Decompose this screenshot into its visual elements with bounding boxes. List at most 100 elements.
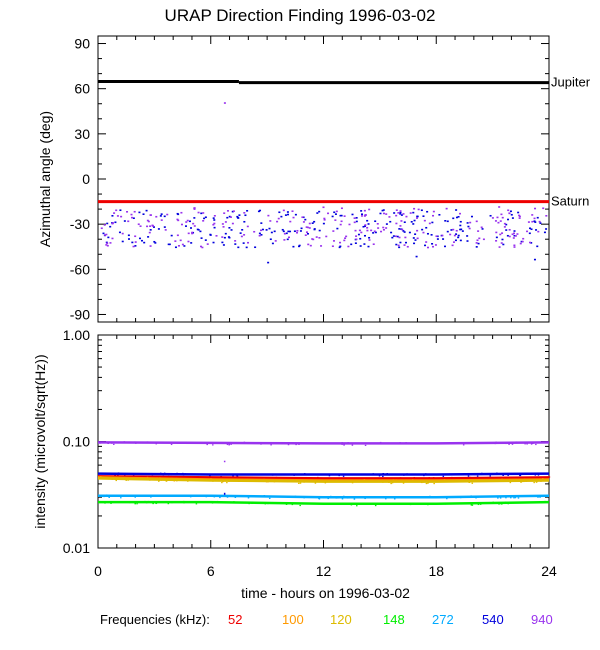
scatter-point-540 xyxy=(530,228,533,231)
scatter-point-540 xyxy=(489,214,492,217)
intensity-point-52 xyxy=(524,476,526,478)
intensity-point-540 xyxy=(328,475,331,477)
scatter-point-940 xyxy=(226,210,229,212)
intensity-point-120 xyxy=(115,479,117,482)
scatter-point-540 xyxy=(302,216,305,219)
intensity-point-940 xyxy=(364,444,367,446)
intensity-point-148 xyxy=(145,502,148,504)
intensity-point-148 xyxy=(248,502,250,505)
scatter-point-540 xyxy=(513,230,516,232)
intensity-point-540 xyxy=(502,474,504,476)
scatter-point-540 xyxy=(457,236,460,239)
intensity-point-540 xyxy=(413,473,416,476)
scatter-point-940 xyxy=(213,222,216,225)
intensity-point-52 xyxy=(352,478,354,480)
intensity-point-120 xyxy=(212,480,214,482)
intensity-point-940 xyxy=(243,441,246,443)
scatter-point-940 xyxy=(304,234,307,237)
intensity-point-120 xyxy=(324,482,327,484)
intensity-point-148 xyxy=(470,503,472,505)
scatter-point-940 xyxy=(366,229,369,232)
scatter-point-940 xyxy=(451,244,454,247)
scatter-point-540 xyxy=(359,237,362,240)
scatter-point-940 xyxy=(512,237,515,239)
intensity-point-52 xyxy=(482,477,485,479)
scatter-point-540 xyxy=(230,229,233,231)
intensity-point-940 xyxy=(260,443,262,445)
intensity-point-52 xyxy=(469,476,472,479)
scatter-point-940 xyxy=(109,242,112,244)
intensity-point-940 xyxy=(503,442,505,444)
scatter-point-540 xyxy=(131,241,134,244)
jupiter-label: Jupiter xyxy=(551,75,591,90)
y-tick-label: -30 xyxy=(70,216,90,232)
scatter-point-940 xyxy=(197,211,200,214)
scatter-point-540 xyxy=(536,216,539,219)
y-axis-label: intensity (microvolt/sqrt(Hz)) xyxy=(32,354,48,528)
scatter-point-940 xyxy=(498,206,501,208)
intensity-point-540 xyxy=(541,473,544,475)
scatter-point-540 xyxy=(213,219,216,221)
scatter-point-940 xyxy=(339,223,342,226)
intensity-point-120 xyxy=(125,479,127,481)
intensity-point-940 xyxy=(315,443,317,445)
intensity-point-52 xyxy=(448,477,450,479)
scatter-point-940 xyxy=(305,231,308,233)
scatter-point-940 xyxy=(475,242,478,244)
intensity-point-940 xyxy=(511,443,514,445)
intensity-point-940 xyxy=(128,441,131,443)
intensity-point-940 xyxy=(228,444,230,446)
scatter-point-940 xyxy=(325,235,328,238)
intensity-point-940 xyxy=(379,441,382,444)
intensity-point-540 xyxy=(232,475,234,477)
intensity-point-540 xyxy=(303,473,306,475)
scatter-point-940 xyxy=(312,238,315,241)
intensity-point-272 xyxy=(514,497,517,499)
intensity-point-148 xyxy=(110,502,112,504)
intensity-point-540 xyxy=(183,474,186,476)
scatter-point-540 xyxy=(466,240,469,242)
scatter-point-940 xyxy=(274,240,277,242)
scatter-point-540 xyxy=(228,227,231,229)
scatter-point-940 xyxy=(155,215,158,218)
scatter-point-940 xyxy=(399,210,402,212)
intensity-point-272 xyxy=(106,495,109,497)
intensity-point-148 xyxy=(136,503,138,505)
scatter-point-940 xyxy=(343,215,346,217)
scatter-point-940 xyxy=(518,215,521,218)
intensity-point-120 xyxy=(525,480,528,482)
intensity-point-120 xyxy=(391,480,394,482)
intensity-point-52 xyxy=(413,476,416,479)
scatter-point-940 xyxy=(134,235,137,238)
scatter-point-940 xyxy=(372,243,375,246)
scatter-point-940 xyxy=(417,208,420,211)
scatter-point-540 xyxy=(374,220,377,223)
scatter-point-940 xyxy=(287,236,290,239)
scatter-point-540 xyxy=(223,236,226,239)
intensity-point-940 xyxy=(508,443,510,445)
scatter-point-540 xyxy=(176,212,179,215)
intensity-point-540 xyxy=(467,475,470,477)
scatter-point-540 xyxy=(294,213,297,216)
scatter-point-540 xyxy=(507,218,510,221)
intensity-point-940 xyxy=(295,442,297,445)
intensity-point-100 xyxy=(293,479,296,481)
scatter-point-540 xyxy=(443,245,446,248)
intensity-point-52 xyxy=(399,477,402,479)
intensity-point-100 xyxy=(171,477,173,479)
scatter-point-540 xyxy=(363,243,366,245)
scatter-point-940 xyxy=(115,209,118,212)
intensity-point-272 xyxy=(205,496,208,498)
scatter-point-540 xyxy=(511,217,514,219)
scatter-point-940 xyxy=(514,235,517,237)
scatter-point-540 xyxy=(461,230,464,232)
scatter-point-540 xyxy=(226,216,229,219)
intensity-point-940 xyxy=(351,444,354,446)
intensity-point-540 xyxy=(117,472,120,474)
scatter-point-940 xyxy=(516,233,519,235)
scatter-point-940 xyxy=(445,207,448,210)
scatter-point-940 xyxy=(499,220,502,222)
intensity-point-540 xyxy=(537,474,540,476)
scatter-point-540 xyxy=(399,241,402,244)
scatter-point-940 xyxy=(302,221,305,223)
